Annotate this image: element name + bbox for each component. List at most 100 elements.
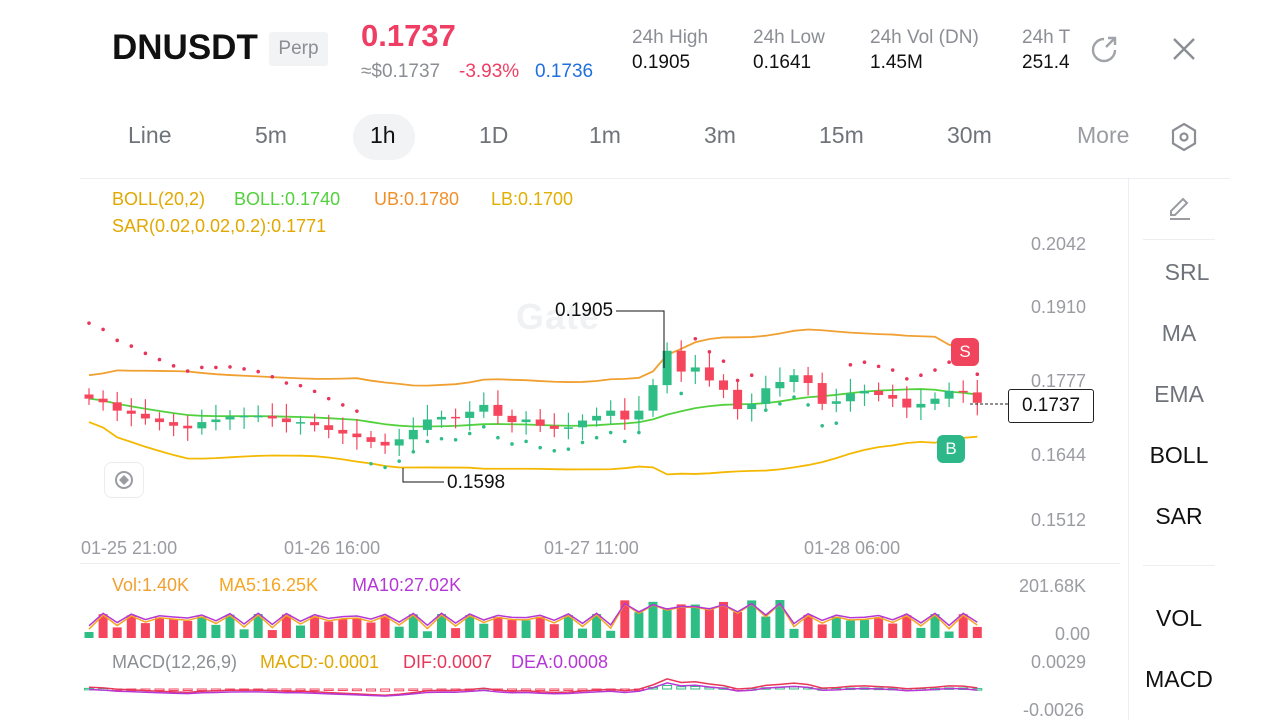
macd-histogram-bar (563, 688, 574, 691)
perp-badge: Perp (269, 32, 328, 66)
chart-mode-toggle-icon[interactable] (104, 462, 144, 498)
candle-body (338, 429, 348, 434)
stat-turnover-label: 24h T (1022, 27, 1071, 48)
high-price-annotation: 0.1905 (555, 300, 614, 321)
volume-bar (338, 618, 348, 638)
stat-vol-label: 24h Vol (DN) (870, 27, 979, 48)
candle-body (902, 398, 912, 408)
volume-bar (676, 604, 686, 638)
tool-boll[interactable]: BOLL (1149, 442, 1209, 468)
price-tick: 0.2042 (1031, 234, 1087, 254)
tool-sar[interactable]: SAR (1155, 503, 1203, 529)
price-tick: 0.1644 (1031, 445, 1087, 465)
tool-macd[interactable]: MACD (1145, 666, 1213, 692)
tab-line[interactable]: Line (128, 122, 172, 148)
volume-bar (211, 624, 221, 638)
tab-1m[interactable]: 1m (589, 122, 621, 148)
sar-dot (933, 368, 937, 372)
volume-bar (352, 618, 362, 638)
volume-bar (296, 625, 305, 638)
sar-dot (101, 327, 105, 332)
volume-bar (634, 612, 644, 638)
volume-bar (719, 601, 728, 638)
stat-high-label: 24h High (632, 27, 709, 48)
volume-bar (155, 617, 164, 638)
boll-mid-value: BOLL:0.1740 (234, 189, 341, 209)
volume-bar (521, 620, 531, 638)
candle-body (549, 425, 559, 429)
volume-bar (831, 616, 841, 638)
tab-3m[interactable]: 3m (704, 122, 736, 148)
current-price-label: 0.1737 (1008, 389, 1094, 423)
sar-dot (721, 359, 726, 363)
rotate-screen-icon[interactable] (1088, 34, 1120, 66)
tool-vol[interactable]: VOL (1155, 605, 1203, 631)
stat-turnover-value: 251.4 (1022, 52, 1070, 73)
volume-bar (817, 624, 827, 638)
tab-5m[interactable]: 5m (255, 122, 287, 148)
candle-body (874, 390, 884, 396)
macd-histogram-bar (394, 688, 405, 692)
volume-bar (704, 607, 714, 638)
volume-bar (860, 619, 869, 638)
volume-bar (606, 630, 616, 638)
macd-histogram-bar (182, 688, 193, 691)
tab-15m[interactable]: 15m (819, 122, 864, 148)
macd-dea-line (88, 682, 978, 697)
hexagon-settings-icon[interactable] (1170, 122, 1198, 152)
stat-low-value: 0.1641 (753, 52, 812, 73)
volume-ma10-line (88, 602, 978, 627)
sar-value: SAR(0.02,0.02,0.2):0.1771 (112, 216, 327, 236)
low-price-annotation: 0.1598 (447, 472, 506, 493)
candle-body (563, 427, 573, 429)
sar-dot (749, 373, 754, 378)
candle-body (676, 350, 686, 372)
volume-bar (394, 626, 404, 638)
candle-body (451, 416, 461, 419)
macd-histogram-bar (408, 688, 419, 691)
close-icon[interactable] (1170, 35, 1198, 63)
macd-histogram-bar (309, 688, 320, 691)
buy-marker[interactable]: B (937, 435, 965, 463)
sell-marker[interactable]: S (951, 338, 979, 366)
symbol-title[interactable]: DNUSDT (112, 28, 258, 67)
macd-histogram-bar (549, 688, 560, 691)
sar-dot (623, 439, 627, 444)
sar-dot (651, 405, 655, 409)
candle-body (140, 413, 150, 419)
volume-bar (761, 616, 771, 638)
kline-chart[interactable] (80, 178, 1128, 720)
tabs-divider (80, 178, 1230, 179)
sar-dot (764, 408, 768, 412)
sar-dot (496, 435, 500, 440)
tool-srl[interactable]: SRL (1164, 259, 1210, 285)
macd-histogram-bar (196, 688, 207, 691)
candle-body (817, 383, 827, 404)
tab-more[interactable]: More (1077, 122, 1130, 148)
candle-body (155, 418, 164, 423)
candle-body (352, 433, 362, 438)
candle-body (437, 416, 446, 420)
tool-ema[interactable]: EMA (1154, 381, 1204, 407)
volume-bar (578, 628, 587, 638)
tab-30m[interactable]: 30m (947, 122, 992, 148)
sar-dot (326, 396, 331, 401)
tab-1h[interactable]: 1h (370, 122, 396, 148)
sar-dot (905, 377, 909, 381)
candle-body (366, 437, 376, 442)
macd-dif-value: DIF:0.0007 (403, 652, 493, 672)
volume-bar (747, 600, 757, 638)
volume-ma5-line (88, 602, 978, 630)
pencil-icon[interactable] (1166, 194, 1194, 222)
tab-1d[interactable]: 1D (479, 122, 509, 148)
volume-bar (98, 614, 108, 638)
tool-ma[interactable]: MA (1161, 320, 1197, 346)
volume-bar (944, 631, 954, 638)
sar-dot (947, 360, 951, 365)
volume-bar (366, 622, 376, 638)
time-tick: 01-27 11:00 (544, 538, 639, 558)
watermark-logo: Gate (516, 296, 601, 337)
vol-ma5-value: MA5:16.25K (219, 575, 319, 595)
sar-dot (200, 365, 204, 370)
candle-body (535, 419, 545, 426)
